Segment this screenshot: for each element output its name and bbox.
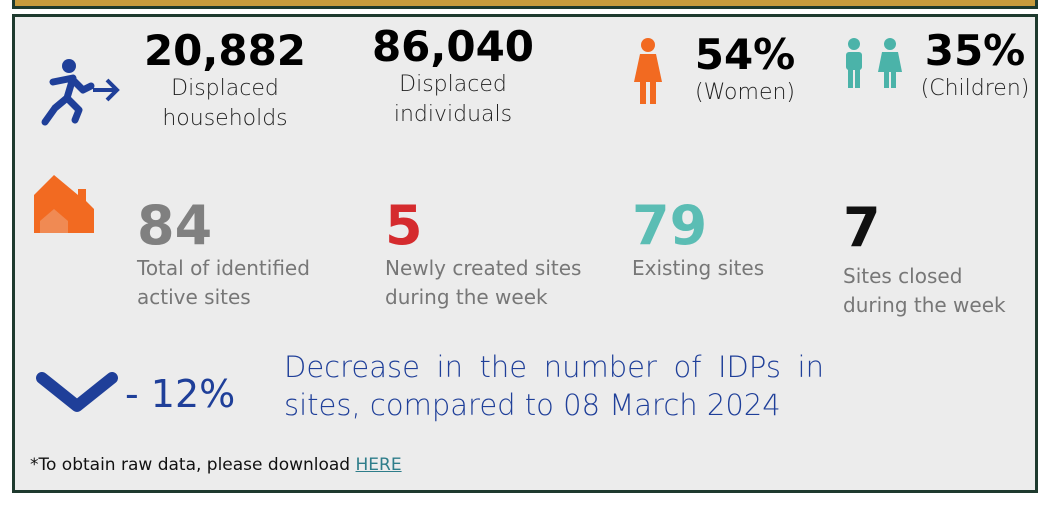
women: 54% (Women) (680, 32, 810, 108)
woman-icon (634, 38, 662, 104)
children: 35% (Children) (912, 28, 1038, 104)
label-line: Newly created sites (385, 256, 582, 280)
stat-value: 84 (137, 194, 213, 257)
label-line: individuals (393, 102, 513, 127)
stat-label: Total of identified active sites (137, 254, 310, 312)
top-bar (12, 0, 1038, 9)
stat-label: (Women) (680, 78, 810, 108)
label-line: during the week (843, 293, 1006, 317)
change-text: Decrease in the number of IDPs in sites,… (284, 348, 824, 424)
stat-label: Displaced individuals (353, 70, 553, 130)
stat-value: 7 (843, 196, 881, 259)
stat-value: 20,882 (143, 26, 307, 75)
change-value: - 12% (125, 372, 236, 416)
footer-text: *To obtain raw data, please download (30, 455, 351, 475)
label-line: Sites closed (843, 264, 963, 288)
stat-value: 86,040 (371, 22, 535, 71)
stat-label: Sites closed during the week (843, 262, 1006, 320)
stat-value: 5 (385, 194, 423, 257)
site-closed: 7 Sites closed during the week (843, 200, 1006, 320)
download-link[interactable]: HERE (355, 455, 402, 475)
label-line: (Women) (695, 80, 795, 105)
panel (12, 14, 1038, 493)
stat-value: 35% (924, 26, 1026, 75)
label-line: Displaced (171, 76, 279, 101)
footer: *To obtain raw data, please download HER… (30, 455, 402, 475)
households: 20,882 Displaced households (125, 28, 325, 134)
label-line: during the week (385, 285, 548, 309)
children-icon (846, 38, 902, 88)
label-line: households (162, 106, 288, 131)
stat-value: 54% (694, 30, 796, 79)
stat-label: Displaced households (125, 74, 325, 134)
stat-label: (Children) (912, 74, 1038, 104)
site-new: 5 Newly created sites during the week (385, 198, 581, 312)
label-line: Total of identified (137, 256, 310, 280)
label-line: Existing sites (632, 256, 765, 280)
label-line: (Children) (920, 76, 1030, 101)
label-line: active sites (137, 285, 251, 309)
site-total: 84 Total of identified active sites (137, 198, 310, 312)
decrease-icon (36, 372, 118, 412)
stat-label: Existing sites (632, 254, 764, 283)
text-line: Decrease in the number of IDPs in (284, 350, 824, 384)
displaced-icon (41, 59, 120, 126)
individuals: 86,040 Displaced individuals (353, 24, 553, 130)
site-icon (34, 175, 94, 233)
text-line: sites, compared to 08 March 2024 (284, 388, 781, 422)
site-existing: 79 Existing sites (632, 198, 764, 283)
stat-value: 79 (632, 194, 708, 257)
label-line: Displaced (399, 72, 507, 97)
stat-label: Newly created sites during the week (385, 254, 581, 312)
